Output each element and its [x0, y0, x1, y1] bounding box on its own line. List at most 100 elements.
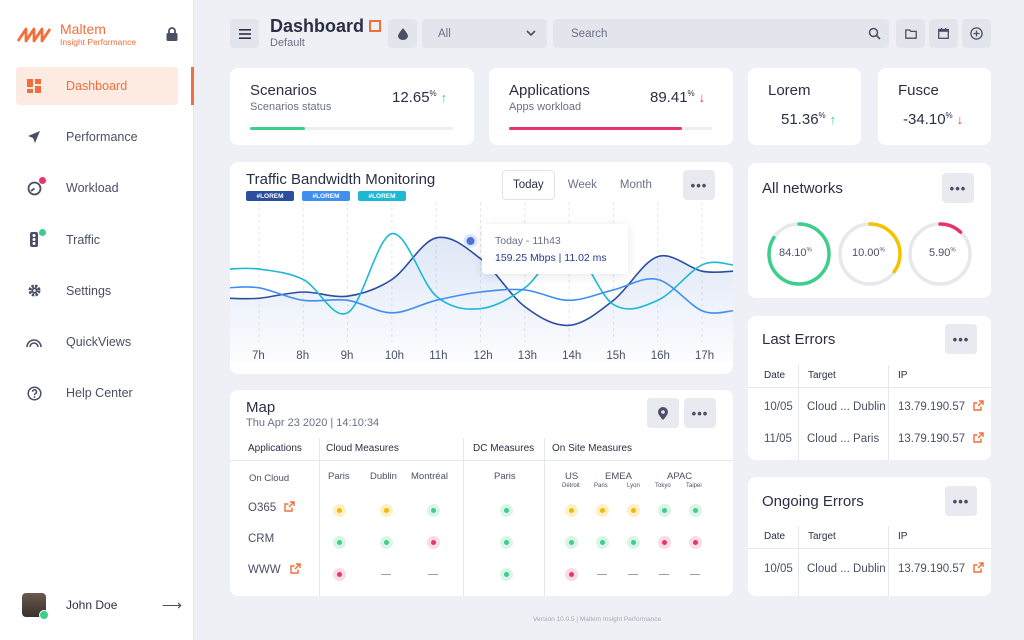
tag-badge[interactable]: #LOREM: [302, 191, 350, 201]
status-dot-core: [568, 507, 574, 513]
status-dot-core: [692, 539, 698, 545]
donut-arc: [767, 222, 831, 286]
folder-button[interactable]: [896, 19, 925, 48]
filter-select[interactable]: All: [422, 19, 547, 48]
status-dot[interactable]: [657, 535, 671, 549]
no-data-dash: [659, 574, 669, 575]
more-options-button[interactable]: •••: [945, 486, 977, 516]
add-button[interactable]: [962, 19, 991, 48]
kpi-name: Fusce: [898, 82, 939, 99]
status-dot[interactable]: [564, 567, 578, 581]
menu-button[interactable]: [230, 19, 259, 48]
expand-icon[interactable]: [369, 20, 381, 32]
external-link-icon[interactable]: [290, 563, 301, 574]
lock-icon[interactable]: [164, 26, 180, 42]
status-dot[interactable]: [379, 535, 393, 549]
tag-badge[interactable]: #LOREM: [358, 191, 406, 201]
app-title: Maltem: [60, 21, 106, 37]
series-area: [230, 237, 733, 362]
status-dot[interactable]: [379, 503, 393, 517]
logout-arrow-icon[interactable]: ⟶: [161, 597, 182, 613]
city-label: Paris: [494, 471, 516, 482]
x-tick-label: 10h: [384, 350, 405, 362]
more-options-button[interactable]: •••: [942, 173, 974, 203]
app-subtitle: Insight Performance: [60, 37, 137, 47]
external-link-icon[interactable]: [973, 562, 984, 573]
x-tick-label: 14h: [562, 350, 582, 362]
more-options-button[interactable]: •••: [945, 324, 977, 354]
donut-arc: [908, 222, 972, 286]
tab-today[interactable]: Today: [502, 170, 555, 200]
highlight-point[interactable]: [463, 234, 478, 248]
sidebar-item-dashboard[interactable]: Dashboard: [16, 67, 178, 105]
tab-month[interactable]: Month: [619, 179, 652, 191]
tag-badge[interactable]: #LOREM: [246, 191, 294, 201]
user-profile[interactable]: John Doe ⟶: [22, 593, 182, 620]
divider: [319, 438, 320, 596]
status-dot-core: [503, 507, 509, 513]
table-cell: Cloud ... Dublin: [807, 563, 886, 575]
status-dot[interactable]: [688, 503, 702, 517]
search-icon[interactable]: [868, 27, 881, 40]
status-dot[interactable]: [657, 503, 671, 517]
trend-down-icon: ↓: [956, 112, 964, 127]
kpi-card-applications[interactable]: Applications Apps workload 89.41% ↓: [489, 68, 733, 145]
column-header: Target: [808, 531, 836, 542]
divider: [230, 460, 733, 461]
theme-button[interactable]: [388, 19, 417, 48]
status-dot[interactable]: [499, 503, 513, 517]
kpi-description: Apps workload: [509, 101, 582, 113]
calendar-button[interactable]: [929, 19, 958, 48]
status-dot-core: [661, 507, 667, 513]
status-dot[interactable]: [332, 567, 346, 581]
kpi-card-lorem[interactable]: Lorem 51.36% ↑: [748, 68, 861, 145]
status-dot-core: [336, 571, 342, 577]
status-dot[interactable]: [426, 535, 440, 549]
sidebar-item-workload[interactable]: Workload: [16, 169, 178, 207]
kpi-card-scenarios[interactable]: Scenarios Scenarios status 12.65% ↑: [230, 68, 474, 145]
region-label: APAC: [667, 471, 693, 482]
active-indicator: [191, 67, 194, 105]
plus-circle-icon: [970, 27, 983, 40]
status-dot[interactable]: [332, 503, 346, 517]
more-options-button[interactable]: •••: [684, 398, 716, 428]
status-dot[interactable]: [626, 503, 640, 517]
status-dot[interactable]: [595, 503, 609, 517]
external-link-icon[interactable]: [284, 501, 295, 512]
column-header: IP: [898, 370, 908, 381]
city-label: Taipei: [686, 483, 702, 489]
external-link-icon[interactable]: [973, 432, 984, 443]
sidebar-item-help-center[interactable]: Help Center: [16, 374, 178, 412]
more-options-button[interactable]: •••: [683, 170, 715, 200]
x-tick-label: 12h: [473, 350, 493, 362]
no-data-dash: [690, 574, 700, 575]
divider: [544, 438, 545, 596]
avatar[interactable]: [22, 593, 49, 620]
trend-down-icon: ↓: [698, 90, 706, 105]
status-dot[interactable]: [499, 535, 513, 549]
status-dot[interactable]: [499, 567, 513, 581]
location-button[interactable]: [647, 398, 679, 428]
status-dot[interactable]: [688, 535, 702, 549]
networks-title: All networks: [762, 180, 843, 197]
logo[interactable]: Maltem Insight Performance: [16, 22, 136, 47]
sidebar-item-traffic[interactable]: Traffic: [16, 221, 178, 259]
calendar-icon: [938, 28, 949, 39]
period-tabs: Today Week Month: [502, 170, 665, 200]
kpi-card-fusce[interactable]: Fusce -34.10% ↓: [878, 68, 991, 145]
status-dot[interactable]: [626, 535, 640, 549]
status-dot[interactable]: [426, 503, 440, 517]
search-input[interactable]: Search: [553, 19, 889, 48]
status-dot[interactable]: [564, 503, 578, 517]
external-link-icon[interactable]: [973, 400, 984, 411]
sidebar-item-performance[interactable]: Performance: [16, 118, 178, 156]
search-placeholder: Search: [571, 27, 608, 40]
tab-week[interactable]: Week: [567, 179, 597, 191]
sidebar-item-quickviews[interactable]: QuickViews: [16, 323, 178, 361]
status-dot[interactable]: [332, 535, 346, 549]
map-datetime: Thu Apr 23 2020 | 14:10:34: [246, 417, 380, 429]
status-dot[interactable]: [595, 535, 609, 549]
sidebar-item-settings[interactable]: Settings: [16, 272, 178, 310]
status-dot[interactable]: [564, 535, 578, 549]
rainbow-icon: [26, 334, 42, 350]
